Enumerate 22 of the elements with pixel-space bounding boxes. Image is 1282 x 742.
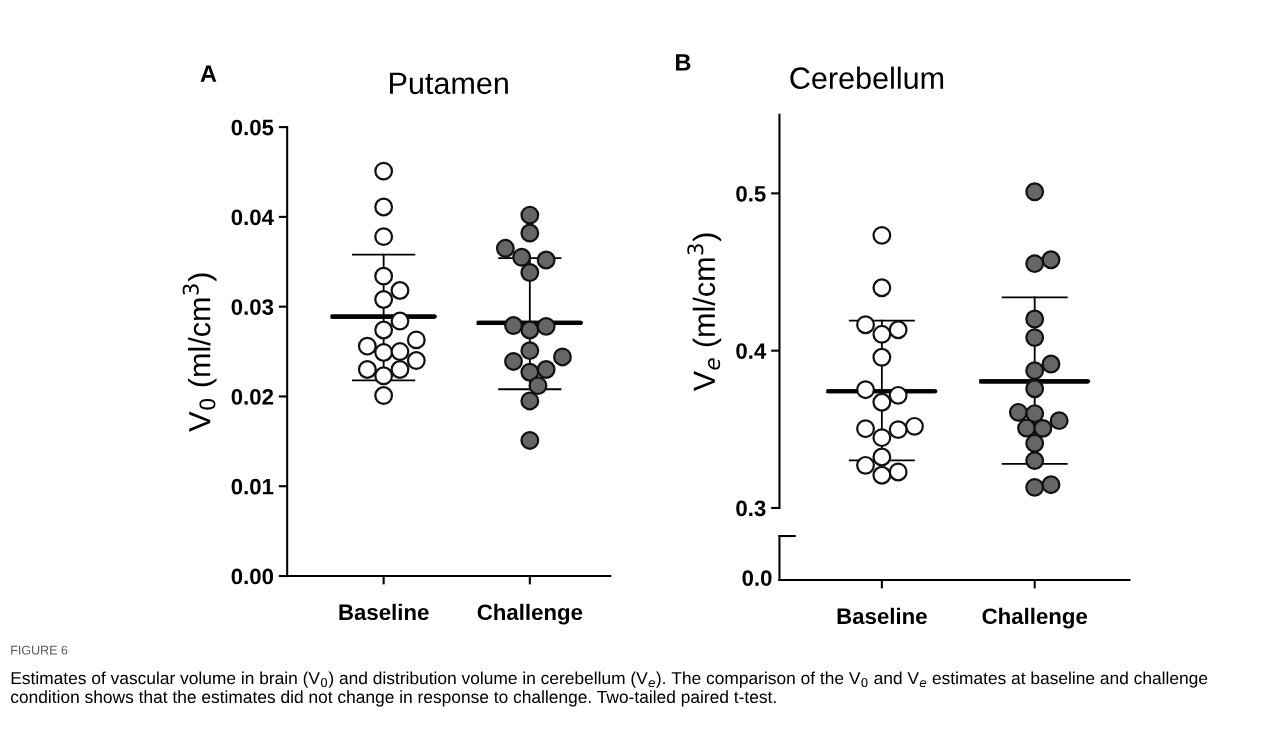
y-tick-label: 0.03 [231,299,274,315]
y-axis-title: V$_{0}$ (ml/cm$^{3}$) [182,273,217,432]
y-axis-title: V$_{e}$ (ml/cm$^{3}$) [687,233,722,392]
x-tick-label: Baseline [837,607,927,625]
y-tick-label: 0.04 [231,209,274,226]
caption: FIGURE 6 [11,645,68,655]
text: A [200,65,217,82]
y-tick-label: 0.3 [736,500,766,517]
chart-title: Putamen [390,72,508,95]
y-tick-label: 0.4 [736,343,767,359]
text: Estimates of vascular volume in brain (V$_{0}$) and distribution volume in cerebellum (V$_{e}$). The comparison of the V$_{0}$ and V$_{e}$ estimates at baseline and challenge condition shows that the estimates did not change in response to challenge. Two-tailed paired t-test. [10,671,1208,707]
y-tick-label: 0.02 [231,388,274,405]
y-tick-label: 0.05 [231,119,274,136]
x-tick-label: Challenge [982,607,1088,629]
x-tick-label: Baseline [339,603,429,621]
y-tick-label: 0.01 [231,478,274,495]
text: 0.0 [742,570,772,586]
y-tick-label: 0.5 [736,185,766,202]
chart-title: Cerebellum [790,66,944,90]
text: B [676,54,691,71]
y-tick-label: 0.00 [231,568,274,585]
x-tick-label: Challenge [477,603,583,625]
